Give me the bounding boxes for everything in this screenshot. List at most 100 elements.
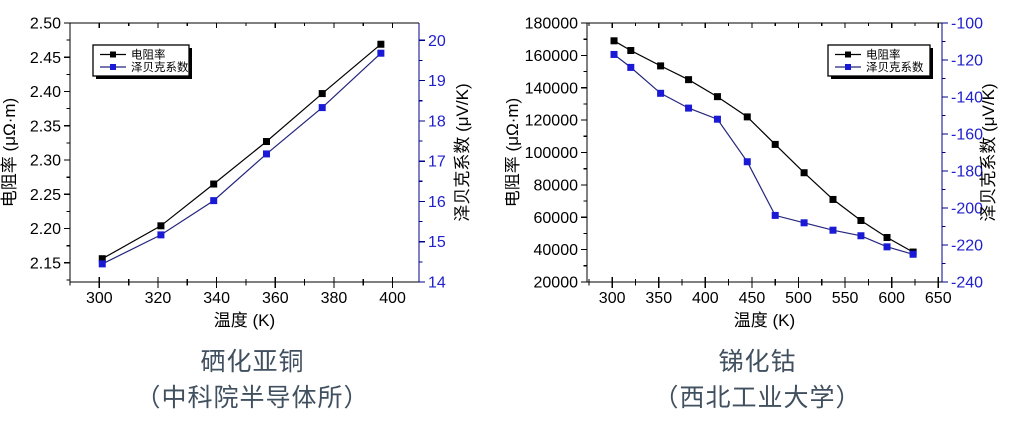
data-point-marker (771, 211, 779, 219)
data-point-marker (318, 90, 326, 98)
data-point-marker (685, 76, 693, 84)
y-right-tick-label: 19 (428, 73, 446, 90)
y-left-tick-label: 40000 (534, 242, 579, 259)
line-chart-cobalt-antimonide: 300 350 400 450 500 550 600 650 20000 40000 60000 8… (505, 16, 998, 331)
data-point-marker (829, 226, 837, 234)
y-left-tick-label: 2.25 (30, 187, 61, 204)
x-tick-label: 300 (86, 290, 113, 307)
y-left-tick-label: 20000 (534, 275, 579, 292)
caption-institution: （中科院半导体所） (135, 384, 370, 412)
data-point-marker (157, 222, 165, 230)
data-point-marker (318, 104, 326, 112)
data-point-marker (377, 49, 385, 57)
y-left-tick-label: 2.15 (30, 255, 61, 272)
caption-copper-selenide: 硒化亚铜 （中科院半导体所） (135, 344, 369, 416)
legend-marker (845, 51, 851, 58)
data-point-marker (800, 169, 808, 177)
y-left-tick-label: 2.40 (30, 84, 61, 101)
series-resistivity (98, 40, 385, 263)
x-tick-label: 350 (645, 290, 672, 307)
data-point-marker (657, 89, 665, 97)
y-right-tick-label: -240 (951, 275, 983, 292)
data-point-marker (210, 180, 218, 188)
data-point-marker (909, 250, 917, 258)
y-left-tick-label: 2.20 (30, 221, 61, 238)
y-left-tick-label: 2.30 (30, 153, 61, 170)
legend-entry-label: 电阻率 (866, 48, 901, 62)
data-point-marker (829, 195, 837, 203)
legend-entry-label: 电阻率 (131, 48, 166, 62)
y-right-tick-label: 15 (428, 234, 446, 251)
caption-material-name: 锑化钴 (718, 348, 797, 376)
data-point-marker (713, 115, 721, 123)
y-right-tick-label: 18 (428, 113, 446, 130)
x-tick-label: 650 (925, 290, 952, 307)
y-left-tick-label: 100000 (525, 145, 578, 162)
x-tick-label: 320 (145, 290, 172, 307)
x-axis-label: 温度 (K) (734, 311, 795, 330)
y-right-tick-label: -200 (951, 201, 983, 218)
data-point-marker (883, 233, 891, 241)
series-seebeck (98, 49, 385, 268)
y-left-tick-label: 80000 (534, 177, 579, 194)
y-left-tick-label: 2.50 (30, 16, 61, 33)
y-right-axis-label: 泽贝克系数 (μV/K) (979, 83, 998, 221)
x-tick-label: 550 (832, 290, 859, 307)
x-tick-label: 500 (785, 290, 812, 307)
x-axis-label: 温度 (K) (214, 311, 275, 330)
chart-block-copper-selenide: 300 320 340 360 380 400 2.15 2.20 2.25 2.30 2.35 2.… (0, 0, 505, 416)
axis-tick-labels: 300 350 400 450 500 550 600 650 20000 40000 60000 8… (525, 16, 984, 308)
y-right-tick-label: 16 (428, 194, 446, 211)
x-tick-label: 450 (739, 290, 766, 307)
data-point-marker (657, 62, 665, 70)
axis-ticks (64, 22, 425, 288)
y-left-tick-label: 140000 (525, 80, 578, 97)
data-point-marker (262, 138, 270, 146)
x-tick-label: 400 (692, 290, 719, 307)
y-right-tick-label: -100 (951, 16, 983, 33)
data-point-marker (685, 104, 693, 112)
y-left-tick-label: 2.45 (30, 50, 61, 67)
y-right-tick-label: 17 (428, 154, 446, 171)
y-left-tick-label: 120000 (525, 113, 578, 130)
data-point-marker (743, 158, 751, 166)
y-left-axis-label: 电阻率 (μΩ·m) (0, 98, 19, 207)
data-point-marker (610, 37, 618, 45)
y-right-tick-label: -220 (951, 238, 983, 255)
caption-cobalt-antimonide: 锑化钴 （西北工业大学） (653, 344, 861, 416)
y-right-tick-label: -140 (951, 90, 983, 107)
data-point-marker (800, 219, 808, 227)
data-point-marker (610, 50, 618, 58)
x-tick-label: 600 (878, 290, 905, 307)
y-left-tick-label: 160000 (525, 48, 578, 65)
data-point-marker (627, 63, 635, 71)
y-left-axis-label: 电阻率 (μΩ·m) (505, 98, 522, 207)
legend-entry-label: 泽贝克系数 (131, 60, 189, 74)
data-point-marker (98, 255, 106, 263)
data-point-marker (713, 93, 721, 101)
x-tick-label: 380 (321, 290, 348, 307)
y-right-tick-label: -160 (951, 127, 983, 144)
x-tick-label: 400 (379, 290, 406, 307)
x-tick-label: 360 (262, 290, 289, 307)
legend-marker (845, 64, 851, 70)
data-point-marker (210, 197, 218, 205)
legend-entry-label: 泽贝克系数 (866, 60, 924, 74)
y-right-tick-label: 14 (428, 275, 446, 292)
data-point-marker (883, 243, 891, 251)
legend-marker (110, 64, 116, 70)
axis-ticks (581, 22, 948, 288)
chart-block-cobalt-antimonide: 300 350 400 450 500 550 600 650 20000 40000 60000 8… (505, 0, 1010, 416)
data-point-marker (857, 232, 865, 240)
y-right-axis-label: 泽贝克系数 (μV/K) (453, 83, 472, 221)
y-left-tick-label: 60000 (534, 210, 579, 227)
legend-marker (110, 51, 116, 58)
y-left-tick-label: 180000 (525, 16, 578, 33)
y-right-tick-label: -120 (951, 53, 983, 70)
series-seebeck (610, 50, 917, 258)
data-point-marker (98, 260, 106, 268)
data-point-marker (857, 216, 865, 224)
data-point-marker (743, 113, 751, 121)
